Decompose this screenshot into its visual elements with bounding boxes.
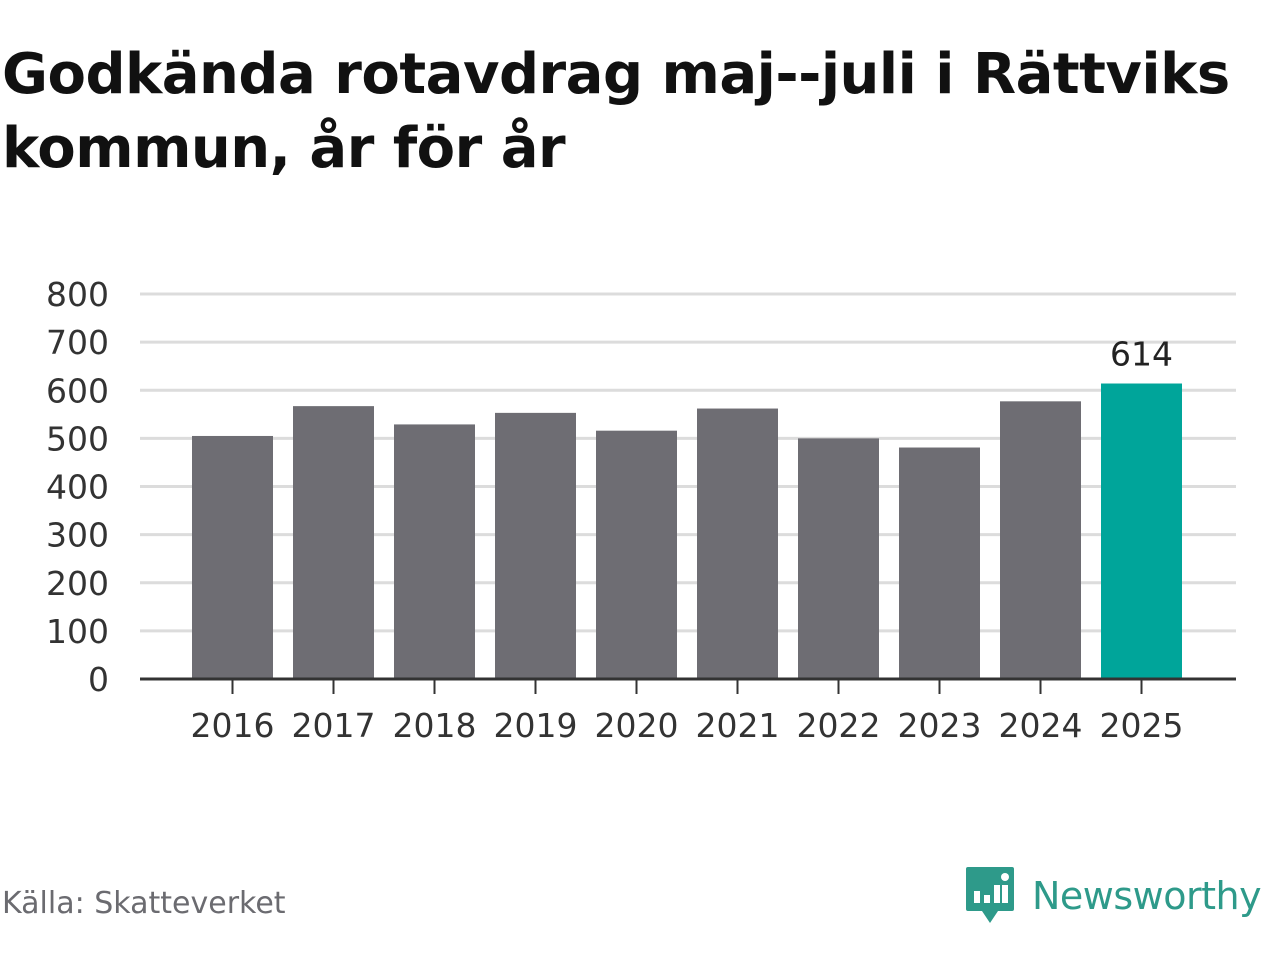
source-note: Källa: Skatteverket xyxy=(2,886,286,921)
x-tick-label: 2022 xyxy=(797,706,881,745)
x-tick-label: 2016 xyxy=(191,706,275,745)
bar-2022 xyxy=(798,438,879,679)
bar-2016 xyxy=(192,435,273,679)
x-axis-ticks: 2016 2017 2018 2019 2020 2021 2022 2023 2024 2025 xyxy=(191,679,1184,745)
bar-2021 xyxy=(697,408,778,679)
y-tick-label: 0 xyxy=(88,660,109,699)
bar-2020 xyxy=(596,430,677,679)
y-tick-label: 400 xyxy=(46,468,109,507)
y-tick-label: 500 xyxy=(46,419,109,458)
chart-title: Godkända rotavdrag maj--juli i Rättviks … xyxy=(2,42,1230,181)
x-tick-label: 2020 xyxy=(595,706,679,745)
y-tick-label: 800 xyxy=(46,275,109,314)
y-tick-label: 700 xyxy=(46,323,109,362)
brand-name: Newsworthy xyxy=(1032,874,1262,918)
y-tick-label: 600 xyxy=(46,371,109,410)
y-tick-label: 100 xyxy=(46,612,109,651)
x-tick-label: 2019 xyxy=(494,706,578,745)
bar-2018 xyxy=(394,424,475,679)
bar-2025 xyxy=(1101,383,1182,679)
bars xyxy=(192,383,1182,679)
brand-logo: Newsworthy xyxy=(964,864,1262,928)
bar-2024 xyxy=(1000,401,1081,679)
data-label-2025: 614 xyxy=(1110,335,1173,374)
data-labels: 614 xyxy=(1110,335,1173,374)
y-tick-label: 200 xyxy=(46,564,109,603)
x-tick-label: 2018 xyxy=(393,706,477,745)
y-axis-ticks: 0 100 200 300 400 500 600 700 800 xyxy=(46,275,109,699)
newsworthy-logo-icon xyxy=(966,867,1014,923)
x-tick-label: 2017 xyxy=(292,706,376,745)
bar-2023 xyxy=(899,447,980,679)
x-tick-label: 2023 xyxy=(898,706,982,745)
y-tick-label: 300 xyxy=(46,516,109,555)
x-tick-label: 2025 xyxy=(1100,706,1184,745)
x-tick-label: 2024 xyxy=(999,706,1083,745)
bar-2019 xyxy=(495,412,576,679)
bar-2017 xyxy=(293,406,374,679)
x-tick-label: 2021 xyxy=(696,706,780,745)
